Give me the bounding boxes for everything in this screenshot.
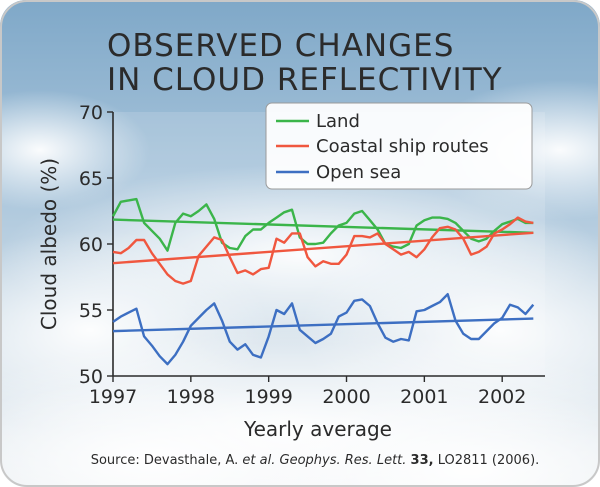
x-tick-label: 1997 bbox=[89, 386, 137, 408]
legend: Land Coastal ship routes Open sea bbox=[265, 102, 533, 190]
y-tick-label: 50 bbox=[79, 366, 103, 388]
x-tick-label: 2000 bbox=[322, 386, 370, 408]
trend-line-land bbox=[112, 218, 534, 234]
x-axis-ticks: 1997 1998 1999 2000 2001 2002 bbox=[89, 376, 526, 408]
chart-title-line-1: OBSERVED CHANGES bbox=[107, 28, 454, 64]
x-tick-label: 1999 bbox=[244, 386, 292, 408]
y-tick-label: 65 bbox=[79, 168, 103, 190]
legend-label-land: Land bbox=[316, 111, 360, 132]
source-journal: Geophys. Res. Lett. bbox=[275, 453, 410, 468]
y-axis-ticks: 50 55 60 65 70 bbox=[79, 102, 113, 388]
trend-line-coastal-ship-routes bbox=[112, 231, 534, 265]
legend-box bbox=[265, 102, 533, 190]
y-axis-label: Cloud albedo (%) bbox=[37, 158, 61, 330]
y-tick-label: 60 bbox=[79, 234, 103, 256]
x-tick-label: 1998 bbox=[167, 386, 215, 408]
source-prefix: Source: Devasthale, A. bbox=[91, 453, 243, 468]
y-tick-label: 70 bbox=[79, 102, 103, 124]
source-volume: 33, bbox=[411, 453, 434, 468]
x-axis-label: Yearly average bbox=[243, 417, 392, 441]
y-tick-label: 55 bbox=[79, 300, 103, 322]
legend-label-coastal-ship-routes: Coastal ship routes bbox=[316, 136, 489, 157]
source-rest: LO2811 (2006). bbox=[434, 453, 540, 468]
source-etal: et al. bbox=[242, 453, 275, 468]
trend-line-open-sea bbox=[112, 317, 534, 333]
x-tick-label: 2002 bbox=[478, 386, 526, 408]
series-layer bbox=[111, 197, 535, 366]
x-tick-label: 2001 bbox=[400, 386, 448, 408]
legend-label-open-sea: Open sea bbox=[316, 162, 401, 183]
source-note: Source: Devasthale, A. et al. Geophys. R… bbox=[91, 453, 540, 468]
chart-title-line-2: IN CLOUD REFLECTIVITY bbox=[107, 62, 503, 98]
series-line-open-sea bbox=[112, 293, 535, 366]
